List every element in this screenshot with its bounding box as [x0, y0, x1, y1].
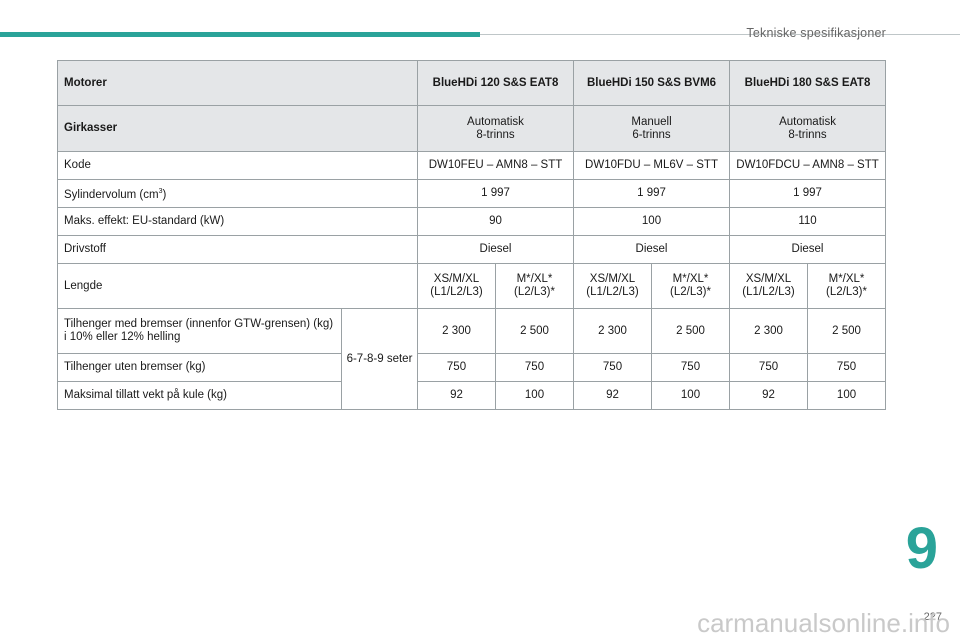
length-cell: XS/M/XL (L1/L2/L3) [729, 263, 809, 309]
towball-cell: 92 [417, 381, 496, 410]
towball-row: Maksimal tillatt vekt på kule (kg) 92 10… [57, 381, 887, 410]
chapter-accent-bar [0, 32, 480, 37]
towball-cell: 100 [807, 381, 887, 410]
braked-trailer-cell: 2 500 [495, 308, 574, 354]
chapter-number: 9 [905, 516, 938, 581]
power-cell: 100 [572, 207, 731, 236]
length-row: Lengde XS/M/XL (L1/L2/L3) M*/XL* (L2/L3)* … [57, 263, 887, 309]
code-cell: DW10FDCU – AMN8 – STT [729, 151, 887, 180]
page-number: 227 [923, 611, 942, 623]
unbraked-trailer-cell: 750 [807, 353, 887, 382]
unbraked-trailer-row: Tilhenger uten bremser (kg) 750 750 750 … [57, 353, 887, 382]
code-cell: DW10FEU – AMN8 – STT [417, 151, 574, 180]
fuel-row: Drivstoff Diesel Diesel Diesel [57, 235, 887, 264]
power-cell: 110 [729, 207, 887, 236]
displacement-cell: 1 997 [572, 179, 731, 208]
braked-trailer-cell: 2 300 [573, 308, 652, 354]
header-rule [480, 34, 960, 35]
towball-cell: 100 [650, 381, 731, 410]
power-label: Maks. effekt: EU-standard (kW) [57, 207, 418, 236]
length-cell: XS/M/XL (L1/L2/L3) [573, 263, 652, 309]
gearbox-cell: Automatisk 8-trinns [417, 105, 574, 152]
braked-trailer-cell: 2 300 [729, 308, 809, 354]
length-cell: M*/XL* (L2/L3)* [495, 263, 574, 309]
unbraked-trailer-label: Tilhenger uten bremser (kg) [57, 353, 342, 382]
gearbox-cell: Automatisk 8-trinns [729, 105, 887, 152]
gearbox-row: Girkasser Automatisk 8-trinns Manuell 6-tr… [57, 105, 887, 152]
code-cell: DW10FDU – ML6V – STT [572, 151, 731, 180]
braked-trailer-cell: 2 500 [650, 308, 731, 354]
gearbox-cell: Manuell 6-trinns [572, 105, 731, 152]
code-row: Kode DW10FEU – AMN8 – STT DW10FDU – ML6V… [57, 151, 887, 180]
engine-header: BlueHDi 120 S&S EAT8 [417, 60, 574, 106]
displacement-label: Sylindervolum (cm3) [57, 179, 418, 208]
towball-cell: 92 [729, 381, 809, 410]
towball-cell: 92 [573, 381, 652, 410]
engine-header: BlueHDi 150 S&S BVM6 [572, 60, 731, 106]
spec-table: Motorer BlueHDi 120 S&S EAT8 BlueHDi 150… [57, 60, 887, 410]
fuel-cell: Diesel [417, 235, 574, 264]
towball-cell: 100 [495, 381, 574, 410]
length-cell: M*/XL* (L2/L3)* [807, 263, 887, 309]
unbraked-trailer-cell: 750 [495, 353, 574, 382]
code-label: Kode [57, 151, 418, 180]
fuel-cell: Diesel [729, 235, 887, 264]
displacement-cell: 1 997 [417, 179, 574, 208]
unbraked-trailer-cell: 750 [650, 353, 731, 382]
seats-cell: 6-7-8-9 seter [341, 308, 418, 410]
unbraked-trailer-cell: 750 [417, 353, 496, 382]
fuel-label: Drivstoff [57, 235, 418, 264]
power-row: Maks. effekt: EU-standard (kW) 90 100 11… [57, 207, 887, 236]
braked-trailer-cell: 2 500 [807, 308, 887, 354]
unbraked-trailer-cell: 750 [729, 353, 809, 382]
braked-trailer-row: Tilhenger med bremser (innenfor GTW-gren… [57, 308, 887, 410]
unbraked-trailer-cell: 750 [573, 353, 652, 382]
engine-label: Motorer [57, 60, 418, 106]
braked-trailer-label: Tilhenger med bremser (innenfor GTW-gren… [57, 308, 342, 354]
engine-header: BlueHDi 180 S&S EAT8 [729, 60, 887, 106]
watermark: carmanualsonline.info [697, 608, 950, 638]
gearbox-label: Girkasser [57, 105, 418, 152]
length-cell: XS/M/XL (L1/L2/L3) [417, 263, 496, 309]
braked-trailer-cell: 2 300 [417, 308, 496, 354]
length-cell: M*/XL* (L2/L3)* [650, 263, 731, 309]
engine-row: Motorer BlueHDi 120 S&S EAT8 BlueHDi 150… [57, 60, 887, 106]
displacement-cell: 1 997 [729, 179, 887, 208]
fuel-cell: Diesel [572, 235, 731, 264]
length-label: Lengde [57, 263, 418, 309]
towball-label: Maksimal tillatt vekt på kule (kg) [57, 381, 342, 410]
section-title: Tekniske spesifikasjoner [746, 26, 886, 40]
power-cell: 90 [417, 207, 574, 236]
displacement-row: Sylindervolum (cm3) 1 997 1 997 1 997 [57, 179, 887, 208]
